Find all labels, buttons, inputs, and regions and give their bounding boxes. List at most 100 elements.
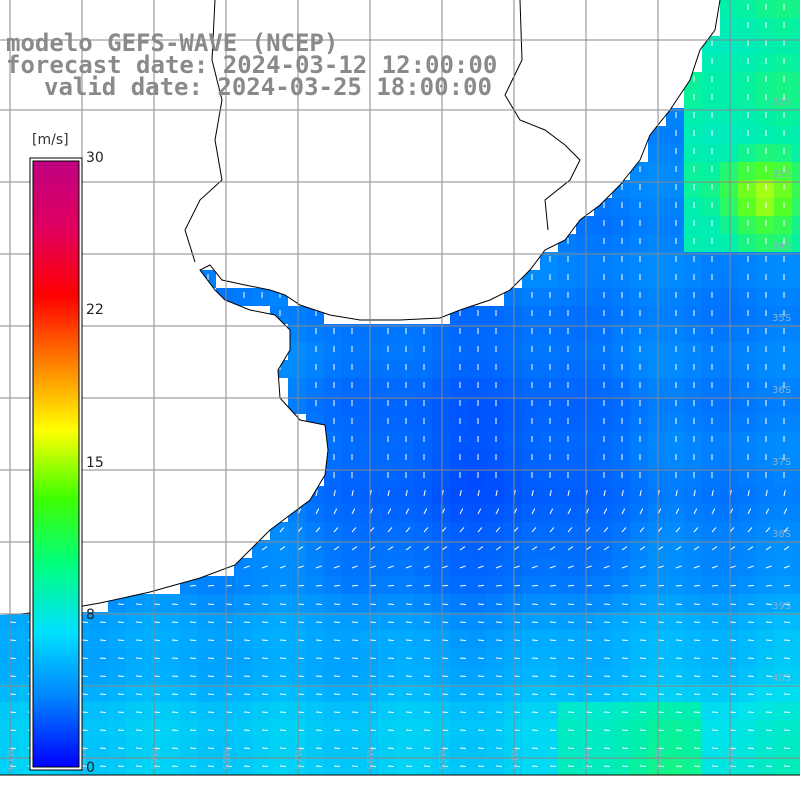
wave-cell — [666, 630, 684, 648]
wind-arrow — [747, 765, 755, 768]
wind-arrow — [459, 490, 462, 497]
wave-cell — [648, 702, 666, 720]
wave-cell — [342, 738, 360, 756]
wave-cell — [324, 720, 342, 738]
wind-arrow — [423, 490, 426, 497]
wave-cell — [630, 612, 648, 630]
wind-arrow — [549, 639, 557, 642]
wave-cell — [756, 630, 774, 648]
wind-arrow — [585, 765, 593, 768]
wave-cell — [396, 702, 414, 720]
wave-cell — [558, 558, 576, 576]
wave-cell — [252, 666, 270, 684]
wave-cell — [774, 234, 792, 252]
wind-arrow — [459, 546, 466, 551]
wave-cell — [684, 90, 702, 108]
wind-arrow — [369, 729, 377, 732]
wave-cell — [306, 684, 324, 702]
wave-cell — [342, 414, 360, 432]
wind-arrow — [765, 621, 773, 624]
wind-arrow — [747, 675, 755, 678]
wave-cell — [612, 756, 630, 774]
wind-arrow — [711, 657, 719, 660]
wind-arrow — [621, 657, 629, 660]
wind-arrow — [441, 765, 449, 768]
wave-cell — [432, 468, 450, 486]
wind-arrow — [567, 729, 575, 732]
wind-arrow — [333, 693, 341, 696]
wave-cell — [486, 558, 504, 576]
wind-arrow — [675, 584, 683, 587]
wind-arrow — [153, 621, 161, 624]
wind-arrow — [351, 621, 359, 624]
wave-cell — [576, 324, 594, 342]
wind-arrow — [765, 490, 768, 497]
wave-cell — [720, 108, 738, 126]
wave-cell — [540, 252, 558, 270]
wave-cell — [774, 162, 792, 180]
wave-cell — [612, 540, 630, 558]
wave-cell — [324, 378, 342, 396]
wave-cell — [648, 630, 666, 648]
wave-cell — [756, 738, 774, 756]
wave-cell — [648, 522, 666, 540]
wave-cell — [450, 432, 468, 450]
wave-cell — [630, 342, 648, 360]
wind-arrow — [333, 675, 341, 678]
wave-cell — [738, 288, 756, 306]
wind-arrow — [765, 565, 772, 569]
wind-arrow — [243, 584, 251, 587]
wave-cell — [360, 414, 378, 432]
wave-cell — [630, 468, 648, 486]
wave-cell — [288, 630, 306, 648]
wind-arrow — [333, 565, 340, 569]
wind-arrow — [297, 657, 305, 660]
wind-arrow — [189, 675, 197, 678]
wind-arrow — [135, 711, 143, 714]
wave-cell — [558, 270, 576, 288]
wave-cell — [180, 630, 198, 648]
wave-cell — [144, 612, 162, 630]
wave-cell — [756, 252, 774, 270]
wind-arrow — [387, 675, 395, 678]
wave-cell — [522, 414, 540, 432]
wind-arrow — [459, 527, 465, 533]
wind-arrow — [315, 729, 323, 732]
wave-cell — [576, 504, 594, 522]
wave-cell — [486, 414, 504, 432]
land-area — [0, 0, 720, 615]
wave-cell — [738, 666, 756, 684]
wave-cell — [756, 558, 774, 576]
wind-arrow — [693, 765, 701, 768]
wave-cell — [630, 576, 648, 594]
wind-arrow — [675, 603, 683, 606]
wind-arrow — [405, 603, 413, 606]
wind-arrow — [783, 565, 790, 569]
wave-cell — [540, 522, 558, 540]
wave-cell — [234, 720, 252, 738]
wave-cell — [342, 360, 360, 378]
wave-cell — [144, 684, 162, 702]
wave-cell — [684, 198, 702, 216]
wind-arrow — [747, 657, 755, 660]
wave-cell — [216, 756, 234, 774]
wave-cell — [738, 720, 756, 738]
wave-cell — [432, 576, 450, 594]
wave-cell — [450, 756, 468, 774]
wave-cell — [594, 324, 612, 342]
wave-cell — [792, 198, 800, 216]
wind-arrow — [531, 711, 539, 714]
wave-cell — [756, 504, 774, 522]
wave-cell — [504, 738, 522, 756]
wave-cell — [450, 738, 468, 756]
wind-arrow — [513, 584, 521, 587]
wave-cell — [324, 630, 342, 648]
wave-cell — [306, 396, 324, 414]
wave-cell — [594, 234, 612, 252]
wave-cell — [630, 324, 648, 342]
wind-arrow — [333, 657, 341, 660]
wave-cell — [522, 720, 540, 738]
wind-arrow — [603, 747, 611, 750]
wave-cell — [720, 594, 738, 612]
wave-cell — [720, 180, 738, 198]
